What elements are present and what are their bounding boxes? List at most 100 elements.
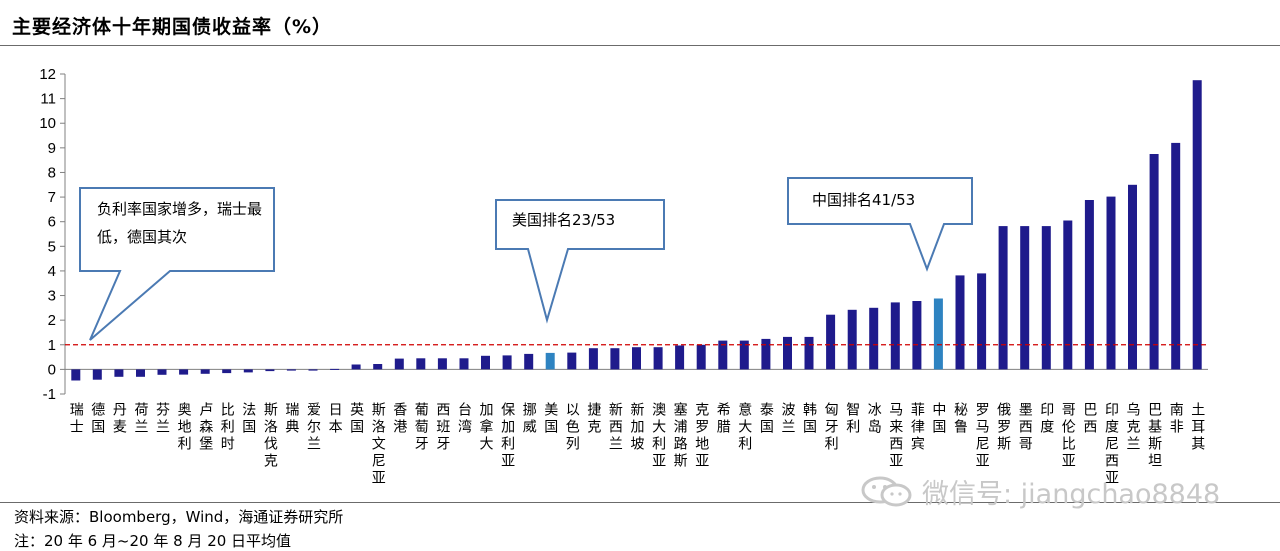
- x-tick-label: 韩国: [803, 402, 817, 435]
- x-tick-label: 德国: [91, 402, 105, 435]
- x-tick-label: 俄罗斯: [997, 402, 1011, 452]
- y-tick-label: 10: [39, 115, 56, 132]
- x-tick-label: 塞浦路斯: [674, 401, 688, 469]
- x-tick-label: 荷兰: [135, 402, 149, 435]
- bar: [977, 273, 987, 370]
- x-tick-label: 土耳其: [1191, 402, 1205, 452]
- bar: [804, 336, 814, 370]
- bar: [847, 309, 857, 370]
- bar: [243, 369, 253, 373]
- bar: [675, 345, 685, 370]
- x-tick-label: 马来西亚: [889, 402, 903, 469]
- x-tick-label: 奥地利: [178, 401, 192, 452]
- bar: [330, 368, 340, 370]
- y-tick-label: 12: [39, 66, 56, 83]
- bar: [588, 348, 598, 370]
- x-tick-label: 波兰: [782, 402, 796, 435]
- callouts: 负利率国家增多，瑞士最低，德国其次 美国排名23/53 中国排名41/53: [79, 177, 973, 341]
- bar: [912, 301, 922, 370]
- bar: [869, 307, 879, 370]
- x-tick-label: 芬兰: [156, 402, 170, 435]
- bar: [200, 369, 210, 374]
- bar: [351, 364, 361, 370]
- callout-us-rank-text: 美国排名23/53: [512, 211, 615, 229]
- y-tick-label: 6: [48, 214, 56, 231]
- chart-title: 主要经济体十年期国债收益率（%）: [12, 16, 333, 38]
- bar: [610, 348, 620, 370]
- bar: [1106, 196, 1116, 370]
- x-tick-label: 巴基斯坦: [1148, 402, 1162, 469]
- y-tick-label: 4: [48, 263, 56, 280]
- bar: [696, 344, 706, 370]
- x-tick-label: 台湾: [458, 402, 472, 435]
- x-tick-label: 新西兰: [609, 402, 623, 452]
- bar: [459, 358, 469, 370]
- x-tick-label: 捷克: [587, 402, 601, 435]
- bar: [416, 358, 426, 370]
- y-tick-label: -1: [43, 386, 56, 403]
- callout-china-rank-box: [787, 177, 973, 272]
- x-tick-label: 比利时: [221, 402, 235, 452]
- bar: [890, 302, 900, 370]
- bar-series: [71, 80, 1202, 381]
- x-tick-label: 菲律宾: [911, 402, 925, 452]
- bar: [783, 336, 792, 370]
- bar: [481, 355, 490, 370]
- bar: [437, 358, 447, 370]
- x-tick-label: 日本: [329, 402, 343, 435]
- x-tick-label: 希腊: [717, 402, 731, 435]
- watermark-text: 微信号: jiangchao8848: [922, 479, 1221, 510]
- bar: [739, 340, 749, 370]
- bar: [1020, 226, 1030, 370]
- x-tick-label: 中国: [932, 402, 946, 435]
- x-tick-label: 乌克兰: [1127, 402, 1141, 452]
- bar: [136, 369, 145, 377]
- x-tick-label: 冰岛: [868, 402, 882, 435]
- bar: [524, 353, 534, 370]
- x-tick-label: 匈牙利: [825, 402, 839, 452]
- bar: [114, 369, 124, 377]
- y-tick-label: 7: [48, 189, 56, 206]
- bar: [998, 226, 1008, 370]
- footer-divider: [0, 502, 1280, 503]
- x-tick-label: 墨西哥: [1019, 402, 1033, 452]
- source-note: 资料来源：Bloomberg，Wind，海通证券研究所: [14, 508, 344, 526]
- x-tick-label: 瑞士: [70, 402, 84, 435]
- bar: [1149, 154, 1159, 370]
- x-tick-label: 斯洛文尼亚: [372, 402, 386, 486]
- x-tick-label: 法国: [242, 402, 256, 435]
- callout-negative-rates-box: [79, 187, 275, 341]
- y-tick-label: 9: [48, 140, 56, 157]
- bar: [265, 369, 275, 372]
- bar: [955, 275, 965, 370]
- x-tick-label: 卢森堡: [199, 402, 213, 452]
- bar: [286, 369, 296, 371]
- bar: [1171, 142, 1181, 370]
- bar: [567, 352, 577, 370]
- bar: [394, 358, 404, 370]
- x-tick-label: 秘鲁: [954, 402, 968, 435]
- bar: [761, 338, 771, 370]
- x-tick-label: 哥伦比亚: [1062, 402, 1076, 469]
- x-tick-label: 以色列: [566, 402, 580, 452]
- x-tick-label: 澳大利亚: [652, 402, 666, 469]
- x-tick-label: 丹麦: [113, 402, 127, 435]
- y-tick-label: 5: [48, 238, 56, 255]
- x-tick-label: 葡萄牙: [415, 402, 429, 452]
- x-tick-label: 意大利: [738, 401, 752, 452]
- y-tick-label: 11: [40, 91, 56, 108]
- footnote: 注：20 年 6 月~20 年 8 月 20 日平均值: [14, 532, 292, 550]
- x-tick-labels: 瑞士德国丹麦荷兰芬兰奥地利卢森堡比利时法国斯洛伐克瑞典爱尔兰日本英国斯洛文尼亚香…: [70, 401, 1205, 486]
- bar: [826, 314, 836, 370]
- x-tick-label: 印度尼西亚: [1105, 402, 1119, 486]
- x-tick-label: 巴西: [1083, 402, 1097, 435]
- x-tick-label: 印度: [1040, 402, 1054, 435]
- bar: [545, 352, 555, 370]
- watermark: 微信号: jiangchao8848: [860, 472, 1220, 511]
- y-tick-label: 1: [48, 337, 56, 354]
- bar: [179, 369, 189, 375]
- bar: [653, 347, 663, 370]
- y-tick-label: 8: [48, 164, 56, 181]
